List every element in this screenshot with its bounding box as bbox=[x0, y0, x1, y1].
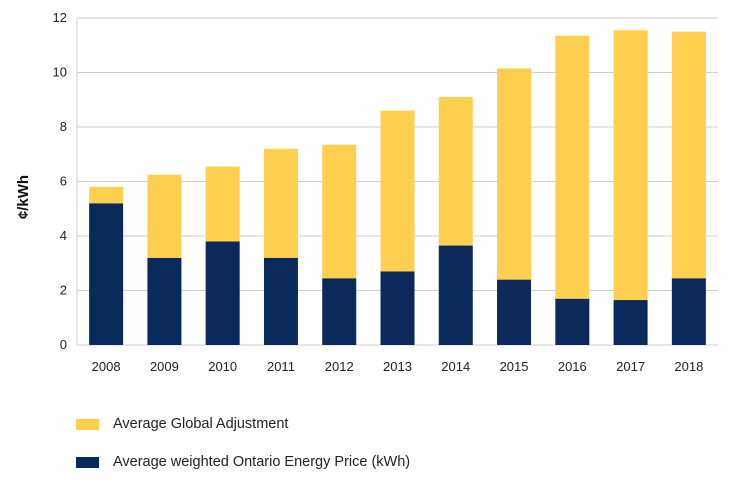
legend-label-global-adjustment: Average Global Adjustment bbox=[113, 416, 289, 432]
bar-energy-price bbox=[671, 278, 706, 345]
bar-energy-price bbox=[205, 241, 240, 345]
bar-energy-price bbox=[613, 300, 648, 345]
bar-global-adjustment bbox=[613, 30, 648, 301]
bar-global-adjustment bbox=[322, 144, 357, 279]
bar-energy-price bbox=[147, 257, 182, 345]
legend-swatch-global-adjustment bbox=[76, 418, 99, 430]
bar-energy-price bbox=[555, 298, 590, 345]
bar-global-adjustment bbox=[263, 148, 298, 258]
legend-item-energy-price: Average weighted Ontario Energy Price (k… bbox=[76, 452, 410, 472]
bar-energy-price bbox=[263, 257, 298, 345]
bar-energy-price bbox=[438, 245, 473, 345]
bar-energy-price bbox=[89, 203, 124, 345]
x-tick-label: 2014 bbox=[441, 359, 470, 374]
bar-global-adjustment bbox=[380, 110, 415, 272]
bar-global-adjustment bbox=[89, 186, 124, 204]
bar-global-adjustment bbox=[497, 68, 532, 280]
bar-global-adjustment bbox=[438, 97, 473, 246]
y-tick-label: 2 bbox=[60, 283, 67, 298]
x-axis-ticks: 2008 2009 2010 2011 2012 2013 2014 2015 2016 2017… bbox=[92, 359, 704, 374]
bar-global-adjustment bbox=[671, 31, 706, 279]
bar-global-adjustment bbox=[555, 35, 590, 299]
y-tick-label: 10 bbox=[53, 65, 67, 80]
legend: Average Global Adjustment Average weight… bbox=[76, 414, 410, 490]
legend-item-global-adjustment: Average Global Adjustment bbox=[76, 414, 410, 434]
y-tick-label: 6 bbox=[60, 174, 67, 189]
bars bbox=[89, 30, 706, 345]
legend-label-energy-price: Average weighted Ontario Energy Price (k… bbox=[113, 454, 411, 470]
bar-energy-price bbox=[497, 279, 532, 345]
x-tick-label: 2015 bbox=[500, 359, 529, 374]
x-tick-label: 2018 bbox=[674, 359, 703, 374]
bar-energy-price bbox=[380, 271, 415, 345]
x-tick-label: 2012 bbox=[325, 359, 354, 374]
y-axis-label: ¢/kWh bbox=[15, 175, 32, 219]
x-tick-label: 2017 bbox=[616, 359, 645, 374]
y-tick-label: 12 bbox=[53, 10, 67, 25]
x-tick-label: 2008 bbox=[92, 359, 121, 374]
legend-swatch-energy-price bbox=[76, 456, 99, 468]
x-tick-label: 2013 bbox=[383, 359, 412, 374]
y-tick-label: 0 bbox=[60, 337, 67, 352]
x-tick-label: 2016 bbox=[558, 359, 587, 374]
y-tick-label: 8 bbox=[60, 119, 67, 134]
y-tick-label: 4 bbox=[60, 228, 67, 243]
x-tick-label: 2011 bbox=[267, 359, 295, 374]
bar-energy-price bbox=[322, 278, 357, 345]
x-tick-label: 2009 bbox=[150, 359, 179, 374]
y-axis-ticks: 0 2 4 6 8 10 12 bbox=[53, 10, 67, 352]
x-tick-label: 2010 bbox=[208, 359, 237, 374]
bar-global-adjustment bbox=[205, 166, 240, 242]
bar-global-adjustment bbox=[147, 174, 182, 258]
